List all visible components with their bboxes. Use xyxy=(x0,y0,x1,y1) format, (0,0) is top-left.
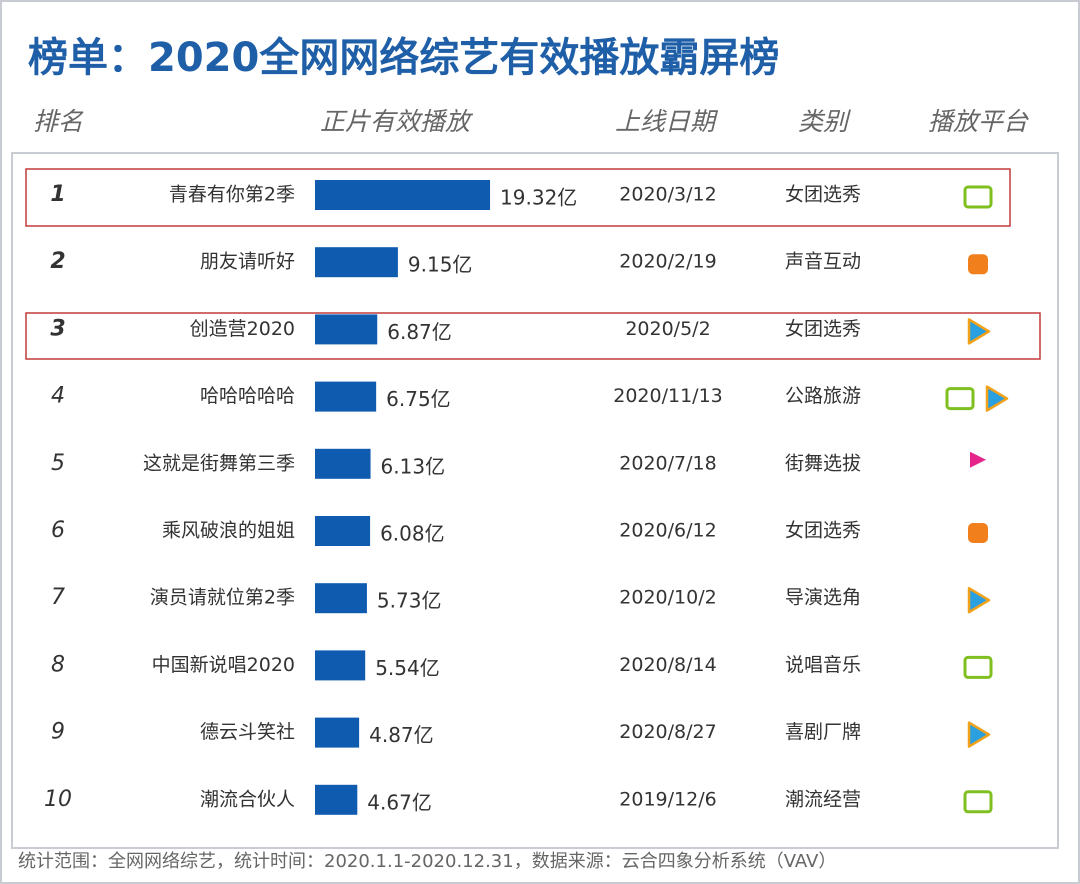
rank: 10 xyxy=(44,787,72,812)
rank: 4 xyxy=(51,384,65,409)
genre: 喜剧厂牌 xyxy=(785,721,861,743)
date: 2020/6/12 xyxy=(619,520,716,542)
table-frame xyxy=(11,152,1059,849)
genre: 说唱音乐 xyxy=(785,654,861,676)
platform-icon xyxy=(970,451,986,468)
bar xyxy=(315,180,491,210)
genre: 导演选角 xyxy=(785,587,861,609)
chart-title: 榜单：2020全网网络综艺有效播放霸屏榜 xyxy=(28,35,779,81)
genre: 女团选秀 xyxy=(785,520,861,542)
rank: 1 xyxy=(50,182,65,207)
platform-icon xyxy=(968,523,988,543)
genre: 街舞选拔 xyxy=(785,452,861,474)
column-header: 播放平台 xyxy=(928,107,1029,136)
date: 2020/11/13 xyxy=(613,385,723,407)
show-name: 德云斗笑社 xyxy=(200,721,295,743)
column-header: 上线日期 xyxy=(615,107,719,136)
date: 2020/2/19 xyxy=(619,251,716,273)
platform-icon xyxy=(967,318,991,345)
show-name: 演员请就位第2季 xyxy=(150,587,295,609)
value-label: 4.67亿 xyxy=(367,790,432,814)
genre: 潮流经营 xyxy=(785,788,861,810)
date: 2020/3/12 xyxy=(619,184,716,206)
bar xyxy=(315,381,377,412)
footnote: 统计范围：全网网络综艺，统计时间：2020.1.1-2020.12.31，数据来… xyxy=(18,851,836,872)
genre: 声音互动 xyxy=(785,251,861,273)
rank: 2 xyxy=(50,249,65,274)
value-label: 19.32亿 xyxy=(500,186,577,210)
show-name: 朋友请听好 xyxy=(200,251,295,273)
date: 2020/8/14 xyxy=(619,654,716,676)
column-header: 类别 xyxy=(798,107,851,136)
value-label: 6.87亿 xyxy=(387,320,452,344)
value-label: 6.08亿 xyxy=(380,522,445,546)
bar xyxy=(315,314,378,345)
rank: 6 xyxy=(51,518,65,543)
show-name: 哈哈哈哈哈 xyxy=(200,385,295,407)
show-name: 青春有你第2季 xyxy=(169,184,295,206)
bar xyxy=(315,650,366,681)
bar xyxy=(315,247,398,278)
show-name: 中国新说唱2020 xyxy=(152,654,295,676)
value-label: 4.87亿 xyxy=(369,723,434,747)
genre: 女团选秀 xyxy=(785,318,861,340)
highlight-box xyxy=(25,312,1041,360)
rank: 3 xyxy=(50,316,65,341)
value-label: 9.15亿 xyxy=(408,253,473,277)
value-label: 6.13亿 xyxy=(381,454,446,478)
platform-icon xyxy=(967,721,991,748)
value-label: 5.54亿 xyxy=(375,656,440,680)
date: 2020/10/2 xyxy=(619,587,716,609)
rank: 9 xyxy=(51,720,65,745)
show-name: 潮流合伙人 xyxy=(200,788,295,810)
rank: 5 xyxy=(51,451,65,476)
show-name: 乘风破浪的姐姐 xyxy=(162,520,295,542)
highlight-box xyxy=(25,168,1011,227)
platform-icon xyxy=(963,655,993,679)
value-label: 6.75亿 xyxy=(386,387,451,411)
bar xyxy=(315,516,371,546)
platform-icon xyxy=(963,185,993,209)
show-name: 这就是街舞第三季 xyxy=(143,452,295,474)
rank: 8 xyxy=(51,652,65,677)
rank: 7 xyxy=(51,585,65,610)
platform-icon xyxy=(945,387,975,411)
platform-icon xyxy=(963,790,993,814)
bar xyxy=(315,448,371,479)
bar xyxy=(315,784,358,815)
bar xyxy=(315,583,367,614)
platform-icon xyxy=(967,586,991,614)
value-label: 5.73亿 xyxy=(377,589,442,613)
column-header: 正片有效播放 xyxy=(320,107,474,136)
date: 2020/5/2 xyxy=(625,318,710,340)
genre: 公路旅游 xyxy=(785,385,861,407)
show-name: 创造营2020 xyxy=(190,318,295,340)
platform-icon xyxy=(985,385,1009,412)
column-header: 排名 xyxy=(33,107,84,136)
date: 2020/7/18 xyxy=(619,452,716,474)
date: 2019/12/6 xyxy=(619,788,716,810)
platform-icon xyxy=(968,254,988,275)
date: 2020/8/27 xyxy=(619,721,716,743)
genre: 女团选秀 xyxy=(785,184,861,206)
bar xyxy=(315,717,360,748)
